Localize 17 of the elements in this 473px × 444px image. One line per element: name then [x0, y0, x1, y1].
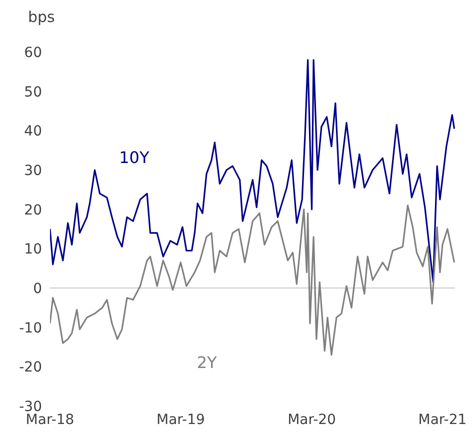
- y-tick-label: 60: [24, 44, 42, 61]
- y-tick-label: 40: [24, 124, 42, 140]
- y-tick-label: 50: [24, 84, 42, 100]
- y-tick-label: 30: [24, 162, 42, 179]
- line-series: [50, 204, 455, 356]
- y-tick-label: -20: [19, 360, 42, 376]
- y-tick-label: 10: [24, 242, 42, 258]
- y-tick-label: 20: [24, 202, 42, 218]
- y-axis-title: bps: [28, 8, 55, 26]
- y-tick-label: -10: [19, 320, 42, 336]
- x-tick-label: Mar-20: [288, 412, 336, 428]
- y-tick-label: 0: [33, 280, 42, 297]
- x-tick-label: Mar-19: [156, 412, 205, 428]
- text: 2Y: [196, 352, 217, 372]
- series-label: 10Y: [119, 148, 150, 168]
- x-tick-label: Mar-21: [418, 412, 467, 428]
- line-series: [50, 59, 455, 283]
